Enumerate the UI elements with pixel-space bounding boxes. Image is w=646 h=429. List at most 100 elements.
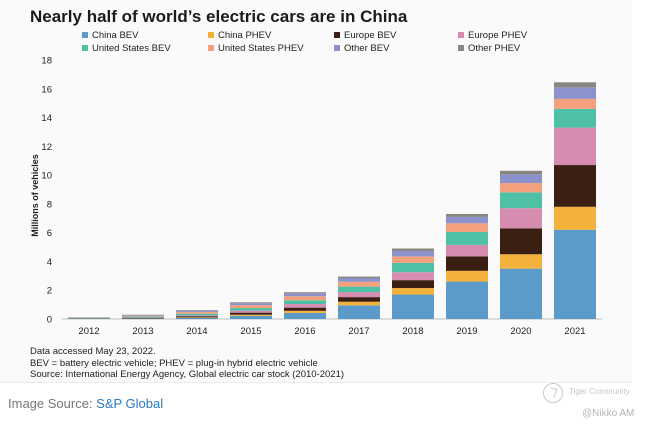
- bar-2018-other-bev: [392, 250, 434, 257]
- bar-2020-europe-bev: [500, 228, 542, 255]
- bar-2021-united-states-phev: [554, 98, 596, 109]
- bar-2016-china-bev: [284, 312, 326, 319]
- bar-2020-other-bev: [500, 174, 542, 184]
- y-tick-label: 10: [41, 171, 52, 182]
- legend-label-other-phev: Other PHEV: [468, 43, 521, 54]
- bar-2021-china-bev: [554, 229, 596, 319]
- x-tick-label: 2013: [132, 326, 153, 337]
- x-tick-label: 2018: [402, 326, 423, 337]
- bar-2017-europe-bev: [338, 297, 380, 302]
- bar-2021-other-bev: [554, 87, 596, 99]
- bar-2021-other-phev: [554, 82, 596, 88]
- y-tick-label: 14: [41, 113, 52, 124]
- bar-2017-other-bev: [338, 277, 380, 282]
- chart-title: Nearly half of world’s electric cars are…: [30, 7, 408, 26]
- legend-swatch-united-states-bev: [82, 45, 88, 51]
- community-logo-text: Tiger Community: [569, 387, 630, 396]
- bar-2017-united-states-bev: [338, 286, 380, 293]
- chart-notes: Data accessed May 23, 2022. BEV = batter…: [30, 346, 344, 381]
- bar-2014-other-bev: [176, 310, 218, 312]
- legend-label-united-states-phev: United States PHEV: [218, 43, 304, 54]
- y-tick-label: 8: [47, 199, 52, 210]
- legend-swatch-other-phev: [458, 45, 464, 51]
- bar-2015-other-phev: [230, 302, 272, 304]
- y-tick-label: 16: [41, 84, 52, 95]
- y-tick-label: 0: [47, 315, 52, 326]
- bar-2020-united-states-phev: [500, 183, 542, 193]
- bar-2021-china-phev: [554, 206, 596, 230]
- bar-2017-china-bev: [338, 305, 380, 319]
- bar-2013-united-states-phev: [122, 315, 164, 317]
- bar-2015-united-states-phev: [230, 305, 272, 309]
- bar-2013-united-states-bev: [122, 316, 164, 318]
- bar-2020-china-bev: [500, 268, 542, 319]
- source-note: Source: International Energy Agency, Glo…: [30, 369, 345, 380]
- x-tick-label: 2014: [186, 326, 207, 337]
- bar-2021-europe-phev: [554, 127, 596, 166]
- legend-label-europe-phev: Europe PHEV: [468, 30, 528, 41]
- bar-2014-europe-bev: [176, 316, 218, 318]
- bar-2019-china-bev: [446, 281, 488, 319]
- legend-label-china-bev: China BEV: [92, 30, 139, 41]
- bar-2013-europe-bev: [122, 317, 164, 319]
- bar-2019-other-phev: [446, 213, 488, 217]
- bar-2020-other-phev: [500, 170, 542, 175]
- image-source-link[interactable]: S&P Global: [96, 396, 164, 411]
- bar-2018-united-states-phev: [392, 256, 434, 263]
- legend-swatch-china-bev: [82, 32, 88, 38]
- bar-2019-china-phev: [446, 270, 488, 282]
- bar-2016-china-phev: [284, 310, 326, 313]
- bar-2015-other-bev: [230, 303, 272, 306]
- bar-2019-europe-phev: [446, 244, 488, 257]
- bar-2018-china-bev: [392, 294, 434, 319]
- bar-2017-united-states-phev: [338, 281, 380, 287]
- bar-2020-china-phev: [500, 254, 542, 269]
- bar-2015-china-phev: [230, 314, 272, 316]
- data-access-note: Data accessed May 23, 2022.: [30, 346, 156, 357]
- bar-2015-china-bev: [230, 315, 272, 319]
- legend-swatch-europe-bev: [334, 32, 340, 38]
- y-axis-label: Millions of vehicles: [30, 154, 40, 237]
- bar-2014-europe-phev: [176, 315, 218, 317]
- bar-2015-europe-phev: [230, 310, 272, 313]
- chart-bars: [68, 82, 596, 319]
- bar-2018-other-phev: [392, 248, 434, 251]
- legend-swatch-other-bev: [334, 45, 340, 51]
- bar-2014-other-phev: [176, 310, 218, 311]
- bar-2019-other-bev: [446, 216, 488, 224]
- x-tick-label: 2019: [456, 326, 477, 337]
- x-tick-label: 2015: [240, 326, 261, 337]
- bar-2021-europe-bev: [554, 165, 596, 207]
- bar-2019-united-states-bev: [446, 231, 488, 245]
- legend-swatch-europe-phev: [458, 32, 464, 38]
- chart-legend: China BEV China PHEV Europe BEV Europe PHEV…: [82, 30, 528, 54]
- bar-2014-china-bev: [176, 317, 218, 319]
- legend-swatch-united-states-phev: [208, 45, 214, 51]
- y-tick-label: 18: [41, 56, 52, 67]
- bar-2020-united-states-bev: [500, 192, 542, 209]
- bar-2016-europe-bev: [284, 307, 326, 311]
- bar-2019-united-states-phev: [446, 223, 488, 232]
- bar-2017-other-phev: [338, 276, 380, 278]
- legend-swatch-china-phev: [208, 32, 214, 38]
- y-tick-label: 2: [47, 286, 52, 297]
- legend-label-other-bev: Other BEV: [344, 43, 390, 54]
- abbreviation-note: BEV = battery electric vehicle; PHEV = p…: [30, 357, 318, 369]
- bar-2020-europe-phev: [500, 208, 542, 229]
- x-tick-label: 2017: [348, 326, 369, 337]
- bar-2018-china-phev: [392, 288, 434, 295]
- chart-card: Nearly half of world’s electric cars are…: [0, 7, 632, 383]
- image-source-label: Image Source:: [8, 396, 97, 411]
- legend-label-united-states-bev: United States BEV: [92, 43, 171, 54]
- x-tick-label: 2012: [78, 326, 99, 337]
- bar-2017-europe-phev: [338, 292, 380, 298]
- bar-2018-europe-phev: [392, 272, 434, 281]
- x-tick-label: 2016: [294, 326, 315, 337]
- bar-2016-europe-phev: [284, 304, 326, 308]
- x-tick-label: 2021: [564, 326, 585, 337]
- bar-2016-other-bev: [284, 293, 326, 297]
- bar-2016-united-states-bev: [284, 300, 326, 305]
- bar-2015-united-states-bev: [230, 308, 272, 311]
- y-tick-label: 4: [47, 257, 52, 268]
- bar-2014-united-states-phev: [176, 311, 218, 314]
